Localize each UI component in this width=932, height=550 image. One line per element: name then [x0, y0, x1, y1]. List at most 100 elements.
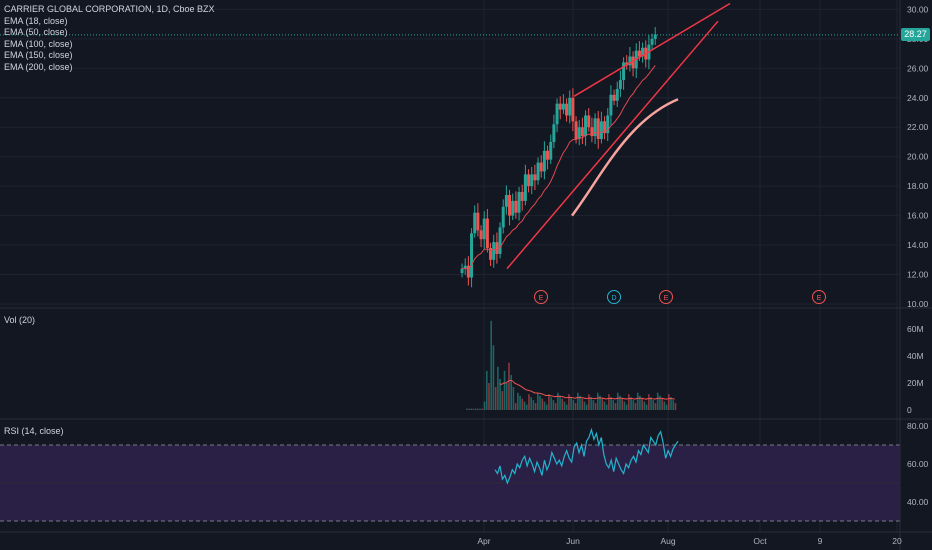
- candle-body: [511, 200, 515, 216]
- candle-body: [574, 121, 578, 140]
- volume-bar: [663, 401, 666, 410]
- volume-bar: [528, 394, 530, 410]
- volume-bar: [563, 401, 566, 410]
- candle-body: [637, 50, 641, 57]
- volume-bar: [668, 394, 670, 410]
- volume-tick-label: 0: [907, 405, 912, 415]
- wedge-lower-trendline: [506, 20, 719, 270]
- volume-bar: [659, 395, 661, 410]
- volume-bar: [588, 394, 590, 410]
- volume-bar: [570, 397, 572, 410]
- candle-body: [470, 233, 474, 278]
- candle-body: [466, 265, 470, 278]
- volume-bar: [568, 394, 570, 410]
- volume-ma-line: [499, 379, 675, 400]
- candle-body: [612, 94, 616, 101]
- event-marker: [659, 290, 673, 304]
- event-marker-label: E: [539, 295, 544, 302]
- volume-bar: [625, 404, 628, 410]
- volume-bar: [521, 398, 524, 410]
- time-tick-label: Jun: [566, 536, 580, 546]
- candle-body: [580, 127, 584, 137]
- volume-bar: [630, 397, 632, 410]
- volume-bar: [557, 392, 559, 410]
- candle-body: [549, 141, 553, 160]
- candle-body: [650, 38, 654, 45]
- candle-body: [609, 94, 613, 116]
- candle-body: [596, 118, 600, 140]
- volume-bar: [583, 401, 586, 410]
- volume-bar: [530, 397, 532, 410]
- ema-150-label: EMA (150, close): [4, 50, 73, 61]
- volume-bar: [539, 395, 541, 410]
- volume-bar: [490, 320, 493, 410]
- volume-label: Vol (20): [4, 315, 36, 325]
- volume-bar: [590, 397, 592, 410]
- rsi-tick-label: 40.00: [907, 497, 929, 507]
- candle-body: [606, 115, 610, 134]
- price-tick-label: 12.00: [907, 270, 929, 280]
- volume-bar: [554, 403, 557, 410]
- volume-bar: [474, 408, 477, 410]
- event-marker: [812, 290, 826, 304]
- candle-body: [520, 192, 524, 201]
- ema-200-label: EMA (200, close): [4, 61, 73, 72]
- volume-bar: [468, 408, 470, 410]
- volume-bar: [514, 403, 517, 410]
- candle-body: [653, 34, 657, 39]
- symbol-title: CARRIER GLOBAL CORPORATION, 1D, Cboe BZX: [4, 4, 215, 14]
- event-marker-label: D: [611, 295, 616, 302]
- event-marker-label: E: [664, 295, 669, 302]
- volume-bar: [534, 403, 537, 410]
- rsi-tick-label: 80.00: [907, 421, 929, 431]
- candle-body: [539, 162, 543, 172]
- volume-bar: [592, 400, 595, 410]
- candle-body: [571, 97, 575, 122]
- candle-body: [485, 218, 489, 249]
- candle-body: [536, 162, 540, 181]
- volume-bar: [499, 378, 501, 410]
- volume-bar: [503, 370, 506, 410]
- volume-bar: [477, 408, 479, 410]
- candle-body: [460, 268, 464, 274]
- candle-body: [615, 88, 619, 101]
- volume-bar: [608, 394, 610, 410]
- candle-body: [625, 62, 629, 66]
- volume-bar: [656, 392, 659, 410]
- candle-body: [495, 242, 499, 254]
- rsi-line: [494, 427, 679, 485]
- volume-bar: [479, 408, 481, 410]
- price-tick-label: 24.00: [907, 93, 929, 103]
- candle-body: [508, 194, 512, 216]
- candle-body: [577, 127, 581, 140]
- candle-body: [568, 97, 572, 116]
- volume-bar: [512, 387, 515, 410]
- volume-tick-label: 20M: [907, 378, 924, 388]
- volume-bar: [652, 400, 655, 410]
- volume-bar: [599, 395, 601, 410]
- volume-bar: [543, 401, 546, 410]
- volume-bar: [581, 398, 584, 410]
- price-tick-label: 22.00: [907, 122, 929, 132]
- volume-bar: [470, 408, 473, 410]
- volume-bar: [481, 408, 484, 410]
- price-tick-label: 30.00: [907, 4, 929, 14]
- candle-body: [473, 212, 477, 234]
- volume-bar: [541, 398, 544, 410]
- candle-body: [584, 115, 588, 137]
- time-tick-label: 20: [892, 536, 902, 546]
- candle-body: [530, 174, 534, 187]
- volume-bar: [672, 400, 675, 410]
- volume-bar: [623, 401, 626, 410]
- volume-bar: [610, 397, 612, 410]
- volume-bar: [548, 394, 550, 410]
- volume-bar: [641, 398, 643, 410]
- ema-100-label: EMA (100, close): [4, 38, 73, 49]
- candle-body: [603, 121, 607, 134]
- event-marker: [534, 290, 548, 304]
- volume-bar: [577, 392, 579, 410]
- volume-bar: [550, 397, 552, 410]
- wedge-upper-trendline: [573, 2, 731, 97]
- volume-bar: [510, 374, 512, 410]
- volume-bar: [654, 403, 657, 410]
